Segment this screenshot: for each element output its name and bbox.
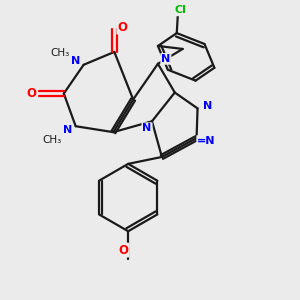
Text: O: O	[118, 244, 128, 256]
Text: CH₃: CH₃	[50, 48, 70, 58]
Text: =N: =N	[197, 136, 216, 146]
Text: CH₃: CH₃	[42, 135, 62, 145]
Text: N: N	[142, 123, 152, 133]
Text: Cl: Cl	[175, 5, 187, 15]
Text: O: O	[117, 21, 127, 34]
Text: N: N	[161, 54, 170, 64]
Text: O: O	[26, 87, 36, 100]
Text: N: N	[203, 101, 212, 111]
Text: N: N	[63, 125, 72, 135]
Text: N: N	[71, 56, 80, 66]
